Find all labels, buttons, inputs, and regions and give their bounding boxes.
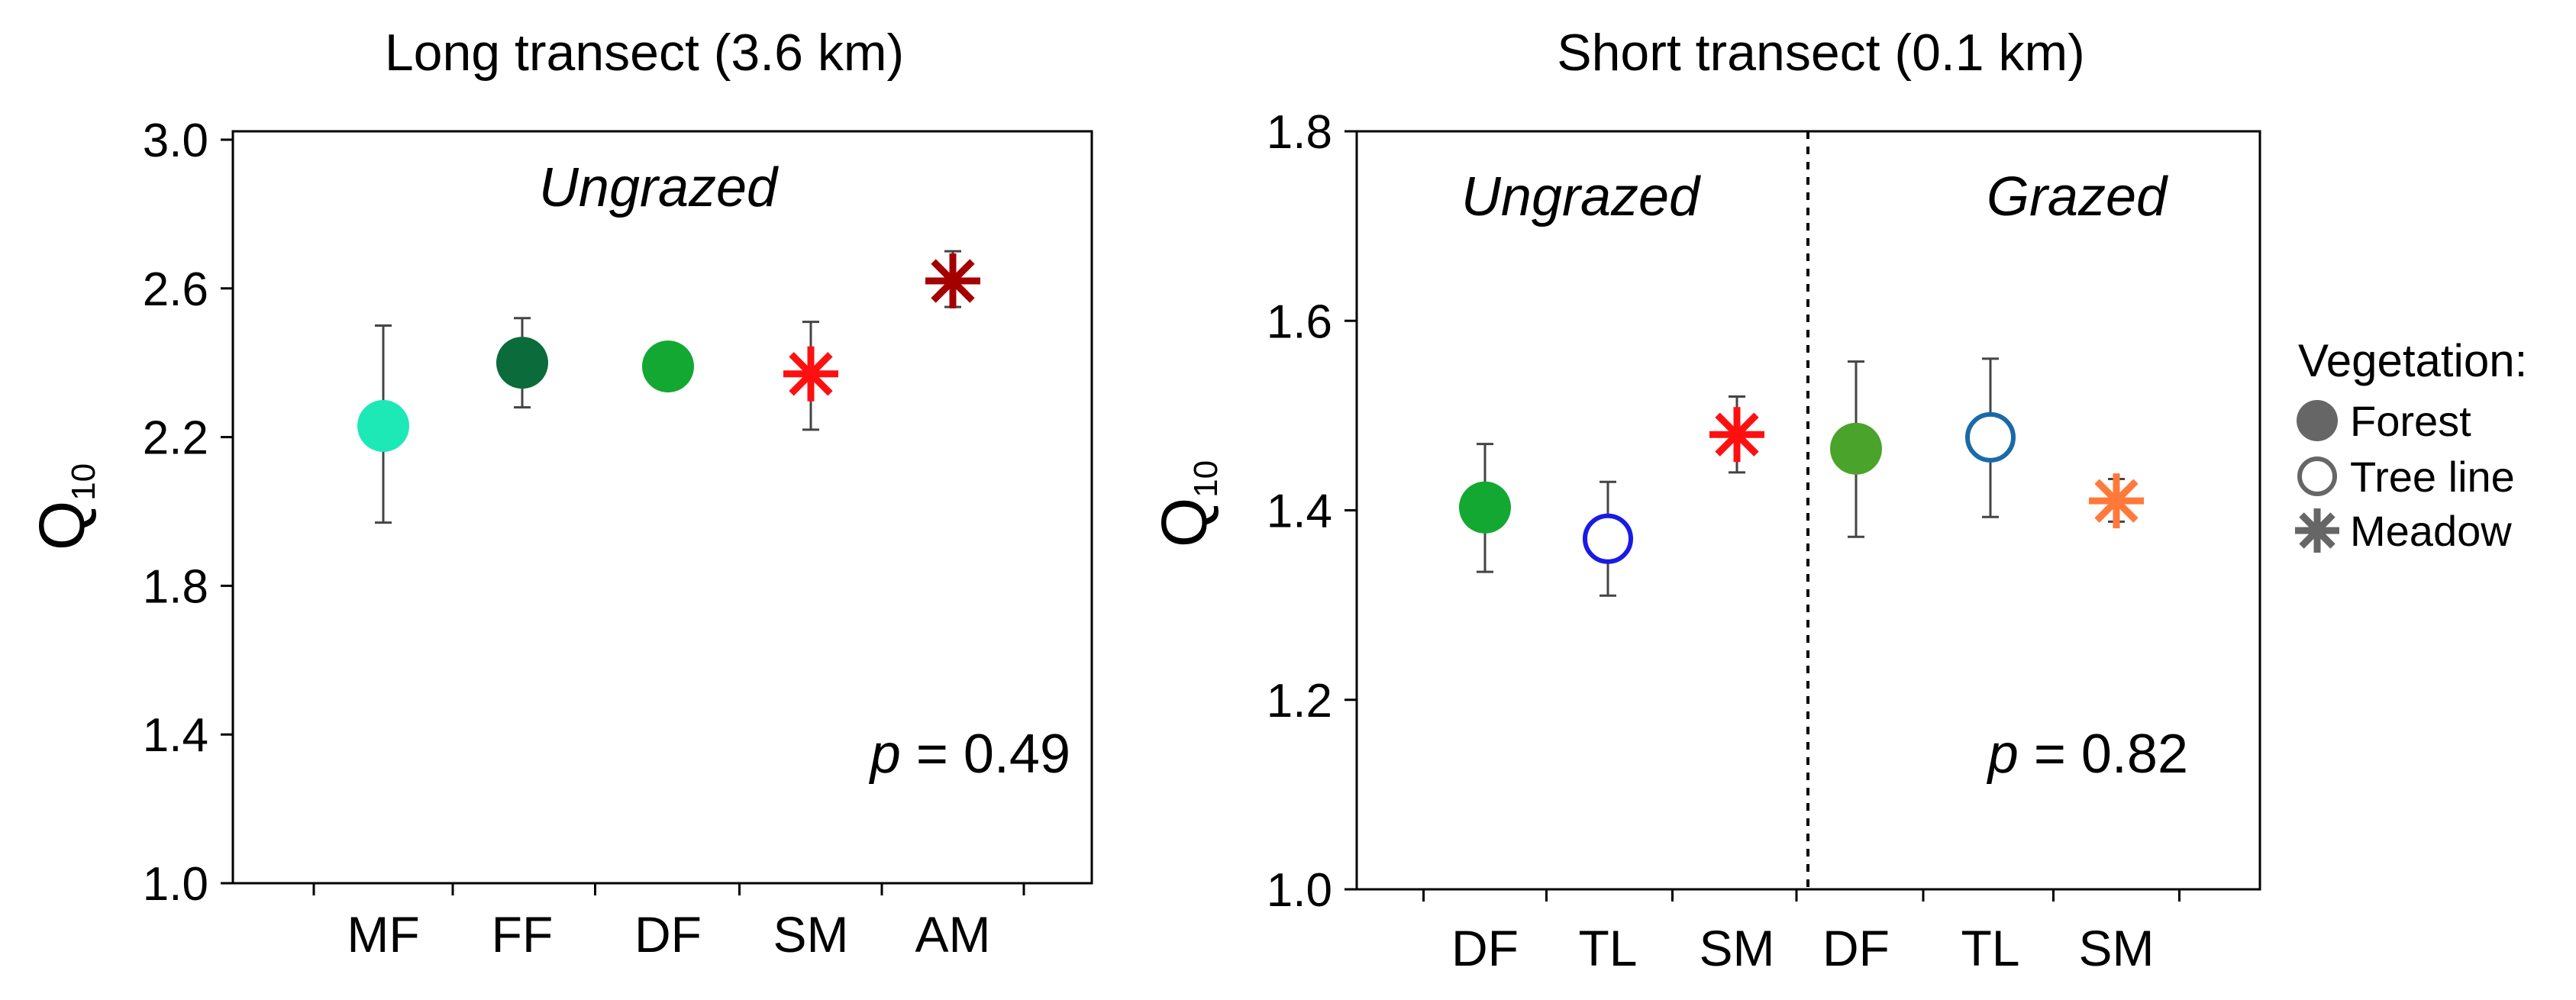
x-category-label: DF bbox=[1451, 920, 1519, 976]
legend-filled-circle-icon bbox=[2297, 400, 2338, 441]
y-tick-label: 1.4 bbox=[143, 709, 208, 762]
short-transect-title: Short transect (0.1 km) bbox=[1557, 24, 2085, 82]
panel-long-transect: Long transect (3.6 km) Q10 1.0 1.4 1.8 2.2 2… bbox=[26, 24, 1093, 963]
long-plot-frame bbox=[231, 130, 1093, 885]
data-point-tl bbox=[1965, 357, 2016, 518]
short-y-axis-label: Q10 bbox=[1148, 460, 1225, 547]
y-tick-label: 1.6 bbox=[1267, 295, 1332, 348]
y-tick-label: 3.0 bbox=[143, 115, 208, 167]
data-point-sm bbox=[1709, 395, 1764, 474]
filled-circle-marker bbox=[1459, 481, 1511, 534]
short-group-label-ungrazed: Ungrazed bbox=[1461, 166, 1701, 227]
filled-circle-marker bbox=[1830, 422, 1882, 475]
data-point-df bbox=[1459, 443, 1511, 573]
long-group-label-ungrazed: Ungrazed bbox=[539, 157, 779, 218]
long-p-value: p = 0.49 bbox=[869, 724, 1070, 785]
data-point-df bbox=[1830, 360, 1882, 538]
open-circle-marker bbox=[1965, 411, 2016, 463]
x-category-label: TL bbox=[1961, 920, 2019, 976]
data-point-sm bbox=[783, 321, 838, 431]
x-category-label: SM bbox=[773, 906, 849, 963]
x-category-label: TL bbox=[1578, 920, 1637, 976]
short-data-points bbox=[1459, 357, 2144, 597]
legend-item-label: Meadow bbox=[2350, 507, 2512, 555]
legend-asterisk-icon bbox=[2295, 508, 2339, 553]
y-tick-label: 1.0 bbox=[143, 858, 208, 911]
x-category-label: SM bbox=[2079, 920, 2155, 976]
asterisk-marker bbox=[2089, 473, 2144, 529]
x-category-label: SM bbox=[1700, 920, 1775, 976]
y-tick-label: 2.2 bbox=[143, 412, 208, 465]
y-tick-label: 1.2 bbox=[1267, 675, 1332, 727]
asterisk-marker bbox=[783, 346, 838, 402]
filled-circle-marker bbox=[642, 340, 694, 393]
asterisk-marker bbox=[925, 253, 980, 309]
data-point-sm bbox=[2089, 473, 2144, 529]
filled-circle-marker bbox=[496, 337, 548, 389]
legend: Vegetation: Forest Tree line Meadow bbox=[2295, 335, 2527, 555]
x-category-label: FF bbox=[492, 906, 554, 963]
short-p-value: p = 0.82 bbox=[1987, 724, 2188, 785]
x-category-label: AM bbox=[915, 906, 991, 963]
legend-open-circle-icon bbox=[2297, 456, 2337, 496]
filled-circle-marker bbox=[357, 399, 409, 452]
legend-title: Vegetation: bbox=[2298, 335, 2527, 386]
panel-short-transect: Short transect (0.1 km) Q10 1.0 1.2 1.4 1.6… bbox=[1148, 24, 2261, 976]
legend-item-meadow: Meadow bbox=[2295, 507, 2512, 555]
short-group-label-grazed: Grazed bbox=[1987, 166, 2168, 227]
y-tick-label: 1.8 bbox=[143, 560, 208, 613]
open-circle-marker bbox=[1583, 513, 1633, 564]
x-category-label: DF bbox=[1822, 920, 1890, 976]
long-transect-title: Long transect (3.6 km) bbox=[385, 24, 904, 82]
y-tick-label: 1.8 bbox=[1267, 106, 1332, 159]
legend-item-label: Forest bbox=[2350, 397, 2471, 445]
long-x-axis: MF FF DF SM AM bbox=[312, 883, 1025, 963]
short-y-axis: 1.0 1.2 1.4 1.6 1.8 bbox=[1267, 106, 1357, 917]
data-point-df bbox=[642, 340, 694, 393]
long-data-points bbox=[357, 250, 980, 524]
asterisk-marker bbox=[1709, 407, 1764, 463]
y-tick-label: 1.4 bbox=[1267, 485, 1332, 538]
legend-items: Forest Tree line Meadow bbox=[2295, 397, 2515, 555]
data-point-tl bbox=[1583, 480, 1633, 597]
legend-item-tree-line: Tree line bbox=[2297, 453, 2515, 501]
legend-item-label: Tree line bbox=[2350, 453, 2515, 501]
short-x-axis: DF TL SM DF TL SM bbox=[1422, 889, 2181, 976]
y-tick-label: 2.6 bbox=[143, 263, 208, 316]
data-point-ff bbox=[496, 317, 548, 409]
x-category-label: DF bbox=[634, 906, 702, 963]
data-point-mf bbox=[357, 324, 409, 524]
legend-item-forest: Forest bbox=[2297, 397, 2471, 445]
long-y-axis-label: Q10 bbox=[26, 463, 102, 550]
long-y-axis: 1.0 1.4 1.8 2.2 2.6 3.0 bbox=[143, 115, 233, 911]
data-point-am bbox=[925, 250, 980, 309]
x-category-label: MF bbox=[347, 906, 419, 963]
y-tick-label: 1.0 bbox=[1267, 864, 1332, 917]
